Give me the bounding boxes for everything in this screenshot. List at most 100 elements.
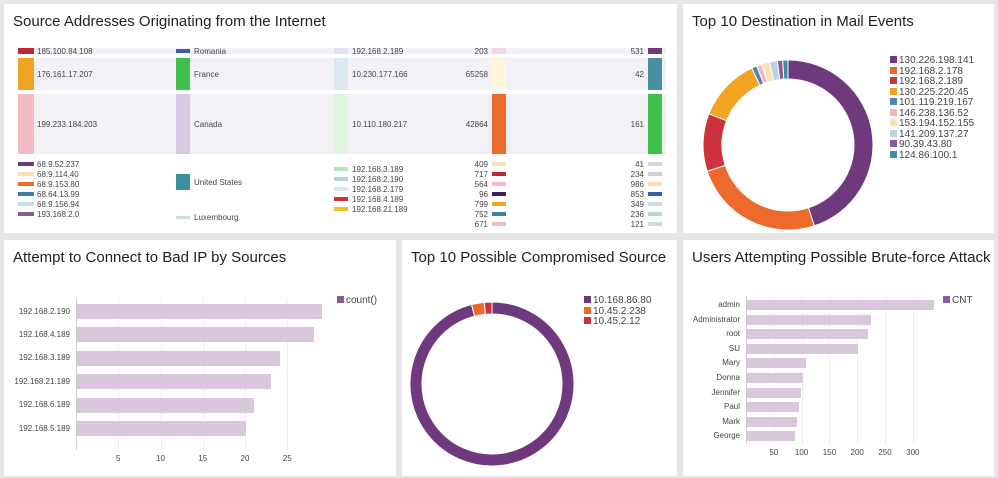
legend-label: CNT bbox=[952, 295, 973, 306]
node-label: 68.9.114.40 bbox=[37, 169, 79, 179]
y-tick-label: root bbox=[726, 329, 740, 339]
y-tick-label: Mary bbox=[722, 358, 740, 368]
legend-label: 146.238.136.52 bbox=[899, 107, 969, 119]
sankey-node bbox=[648, 202, 662, 206]
legend-swatch bbox=[890, 108, 897, 116]
bar bbox=[747, 343, 859, 354]
sankey-node bbox=[648, 48, 662, 54]
node-label: 192.168.3.189 bbox=[352, 164, 404, 174]
gridline bbox=[829, 296, 831, 444]
legend-label: 130.226.198.141 bbox=[899, 55, 975, 66]
sankey-node bbox=[492, 48, 506, 54]
donut-slice bbox=[410, 302, 574, 466]
node-value: 121 bbox=[630, 219, 644, 229]
node-label: 193.168.2.0 bbox=[37, 209, 80, 219]
legend-item: 153.194.152.155 bbox=[890, 118, 975, 130]
legend-label: 10.168.86.80 bbox=[593, 295, 652, 306]
legend-swatch bbox=[890, 119, 897, 126]
bar bbox=[747, 416, 798, 427]
sankey-node bbox=[334, 167, 348, 171]
sankey-node bbox=[334, 94, 348, 154]
legend-swatch bbox=[584, 317, 591, 324]
bar bbox=[747, 431, 795, 442]
sankey-node bbox=[18, 58, 34, 90]
y-tick-label: Administrator bbox=[692, 314, 740, 324]
node-label: 192.168.2.190 bbox=[352, 174, 404, 184]
legend-label: 192.168.2.178 bbox=[899, 65, 963, 77]
gridline bbox=[287, 298, 289, 450]
panel-title: Attempt to Connect to Bad IP by Sources bbox=[13, 249, 287, 266]
sankey-node bbox=[334, 48, 348, 54]
bar bbox=[77, 421, 246, 436]
node-label: 68.9.153.80 bbox=[37, 179, 80, 189]
sankey-node bbox=[648, 192, 662, 196]
donut-slice bbox=[782, 60, 789, 80]
gridline bbox=[912, 296, 914, 444]
legend-swatch bbox=[890, 98, 897, 105]
legend-swatch bbox=[890, 77, 897, 84]
x-tick-label: 25 bbox=[282, 454, 292, 463]
sankey-node bbox=[492, 162, 506, 166]
gridline bbox=[245, 298, 246, 450]
sankey-node bbox=[334, 187, 348, 191]
y-tick-label: George bbox=[713, 431, 740, 441]
legend: 10.168.86.80 10.45.2.238 10.45.2.12 bbox=[584, 295, 652, 328]
y-tick-label: admin bbox=[718, 300, 740, 309]
node-value: 65258 bbox=[465, 69, 488, 79]
bar bbox=[747, 387, 801, 398]
node-label: 185.100.84.108 bbox=[37, 46, 93, 56]
legend-swatch bbox=[890, 150, 897, 158]
x-tick-label: 250 bbox=[878, 448, 892, 457]
sankey-node bbox=[18, 192, 34, 196]
donut-slice bbox=[787, 60, 873, 227]
sankey-node bbox=[492, 212, 506, 216]
y-tick-label: 192.168.5.189 bbox=[18, 423, 70, 433]
gridline bbox=[202, 298, 204, 450]
panel-title: Top 10 Destination in Mail Events bbox=[692, 13, 914, 30]
sankey-node bbox=[648, 212, 662, 216]
legend-item: 10.168.86.80 bbox=[584, 295, 652, 307]
node-value: 717 bbox=[474, 169, 488, 179]
sankey-node bbox=[492, 222, 506, 226]
bar bbox=[747, 402, 800, 413]
sankey-node bbox=[492, 58, 506, 90]
legend-label: 153.194.152.155 bbox=[899, 118, 975, 129]
legend-label: 101.119.219.167 bbox=[899, 97, 974, 108]
x-tick-label: 20 bbox=[240, 454, 250, 463]
y-tick-label: 192.168.3.189 bbox=[18, 353, 70, 363]
sankey-node bbox=[648, 58, 662, 90]
y-tick-label: Donna bbox=[716, 373, 740, 382]
sankey-node bbox=[334, 177, 348, 181]
legend-item: count() bbox=[337, 295, 377, 307]
legend-label: 10.45.2.12 bbox=[593, 316, 641, 327]
brute-force-panel: Users Attempting Possible Brute-force At… bbox=[683, 240, 994, 476]
legend-label: 130.225.220.45 bbox=[899, 86, 969, 98]
sankey-panel: Source Addresses Originating from the In… bbox=[4, 4, 677, 233]
gridline bbox=[857, 296, 859, 444]
legend-item: 10.45.2.12 bbox=[584, 316, 651, 328]
node-label: 10.110.180.217 bbox=[352, 119, 408, 129]
legend-label: 90.39.43.80 bbox=[899, 139, 952, 150]
donut-slice bbox=[706, 164, 815, 230]
x-tick-label: 10 bbox=[156, 454, 165, 463]
panel-title: Top 10 Possible Compromised Source bbox=[411, 249, 667, 266]
donut-slice bbox=[703, 113, 728, 172]
node-label: 68.9.156.94 bbox=[37, 199, 80, 209]
legend-swatch bbox=[890, 140, 897, 147]
node-label: 192.168.2.179 bbox=[352, 184, 404, 194]
node-value: 161 bbox=[630, 119, 644, 129]
node-label: 10.230.177.166 bbox=[352, 69, 408, 79]
legend-item: 124.86.100.1 bbox=[890, 150, 974, 162]
node-label: 68.64.13.99 bbox=[37, 189, 80, 199]
sankey-node bbox=[648, 94, 662, 154]
y-axis-line bbox=[76, 298, 77, 450]
bar bbox=[747, 314, 871, 325]
node-label: 176.161.17.207 bbox=[37, 69, 93, 79]
donut-chart bbox=[703, 60, 873, 230]
bar bbox=[747, 329, 869, 340]
legend-item: 130.226.198.141 bbox=[890, 55, 975, 67]
legend-swatch bbox=[890, 56, 897, 63]
bar bbox=[77, 304, 323, 319]
legend-swatch bbox=[890, 129, 897, 137]
x-tick-label: 50 bbox=[769, 448, 779, 457]
